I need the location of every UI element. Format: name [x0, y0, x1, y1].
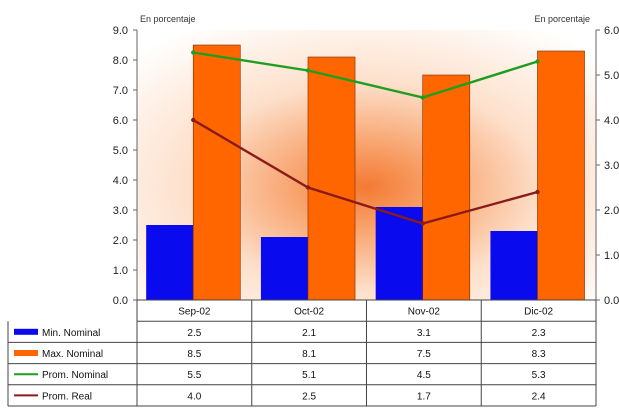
- bar-max-nominal-2: [422, 74, 471, 301]
- category-label: Nov-02: [408, 307, 441, 318]
- left-tick-label: 1.0: [113, 265, 128, 277]
- left-tick-label: 4.0: [113, 175, 128, 187]
- left-tick-label: 8.0: [113, 55, 128, 67]
- table-cell-prom-real: 2.5: [302, 391, 316, 402]
- table-cell-prom-nominal: 5.1: [302, 370, 316, 381]
- line-prom-real: [192, 118, 538, 225]
- right-tick-label: 5.0: [604, 70, 619, 82]
- legend-swatch-min-nominal: [14, 328, 38, 335]
- left-axis-unit-label: En porcentaje: [140, 14, 196, 24]
- legend-label-max-nominal: Max. Nominal: [42, 349, 103, 360]
- table-cell-min-nominal: 3.1: [417, 328, 431, 339]
- table-cell-min-nominal: 2.1: [302, 328, 316, 339]
- point-prom-nominal-2: [420, 95, 425, 100]
- point-prom-nominal-1: [305, 68, 311, 73]
- table-cell-prom-real: 4.0: [187, 391, 201, 402]
- table-cell-max-nominal: 8.5: [187, 349, 201, 360]
- right-tick-label: 1.0: [604, 250, 619, 262]
- point-prom-real-1: [305, 185, 311, 190]
- table-cell-max-nominal: 8.1: [302, 349, 316, 360]
- point-prom-real-2: [420, 221, 425, 226]
- right-axis-unit-label: En porcentaje: [534, 14, 590, 24]
- table-cell-min-nominal: 2.5: [187, 328, 201, 339]
- legend-swatch-max-nominal: [14, 350, 38, 356]
- bars-layer: [146, 44, 585, 301]
- left-tick-label: 9.0: [113, 25, 128, 37]
- table-cell-prom-real: 2.4: [532, 391, 546, 402]
- left-tick-label: 5.0: [113, 145, 128, 157]
- table-cell-prom-real: 1.7: [417, 391, 431, 402]
- bar-min-nominal-2: [375, 207, 423, 300]
- left-tick-label: 6.0: [113, 115, 128, 127]
- legend-label-min-nominal: Min. Nominal: [42, 328, 100, 339]
- right-axis: 0.0 1.0 2.0 3.0 4.0 5.0 6.0: [596, 25, 619, 307]
- point-prom-real-3: [535, 189, 540, 195]
- legend-label-prom-real: Prom. Real: [42, 391, 92, 402]
- table-cell-max-nominal: 8.3: [532, 349, 546, 360]
- bar-max-nominal-0: [192, 44, 241, 301]
- table-cell-min-nominal: 2.3: [532, 328, 546, 339]
- bar-min-nominal-3: [490, 231, 538, 300]
- right-tick-label: 6.0: [604, 25, 619, 37]
- right-tick-label: 3.0: [604, 160, 619, 172]
- bar-min-nominal-0: [146, 225, 194, 300]
- point-prom-nominal-3: [535, 59, 540, 64]
- point-prom-real-0: [191, 117, 196, 123]
- point-prom-nominal-0: [191, 50, 196, 55]
- category-label: Oct-02: [294, 307, 324, 318]
- lines-layer: [191, 50, 540, 226]
- right-tick-label: 0.0: [604, 295, 619, 307]
- table-cell-prom-nominal: 5.3: [532, 370, 546, 381]
- left-tick-label: 7.0: [113, 85, 128, 97]
- left-tick-label: 3.0: [113, 205, 128, 217]
- data-table: Sep-02 Oct-02 Nov-02 Dic-02 Min. Nominal 2.5 2…: [7, 299, 597, 407]
- right-tick-label: 2.0: [604, 205, 619, 217]
- left-tick-label: 0.0: [113, 295, 128, 307]
- category-label: Sep-02: [178, 307, 211, 318]
- table-cell-max-nominal: 7.5: [417, 349, 431, 360]
- right-tick-label: 4.0: [604, 115, 619, 127]
- bar-min-nominal-1: [260, 237, 308, 300]
- category-label: Dic-02: [524, 307, 553, 318]
- table-cell-prom-nominal: 5.5: [187, 370, 201, 381]
- left-axis: 0.0 1.0 2.0 3.0 4.0 5.0 6.0 7.0 8.0 9.0: [113, 25, 137, 307]
- bar-max-nominal-3: [537, 50, 585, 301]
- bar-max-nominal-1: [307, 56, 356, 301]
- legend-label-prom-nominal: Prom. Nominal: [42, 370, 108, 381]
- line-prom-nominal: [193, 51, 538, 99]
- left-tick-label: 2.0: [113, 235, 128, 247]
- table-cell-prom-nominal: 4.5: [417, 370, 431, 381]
